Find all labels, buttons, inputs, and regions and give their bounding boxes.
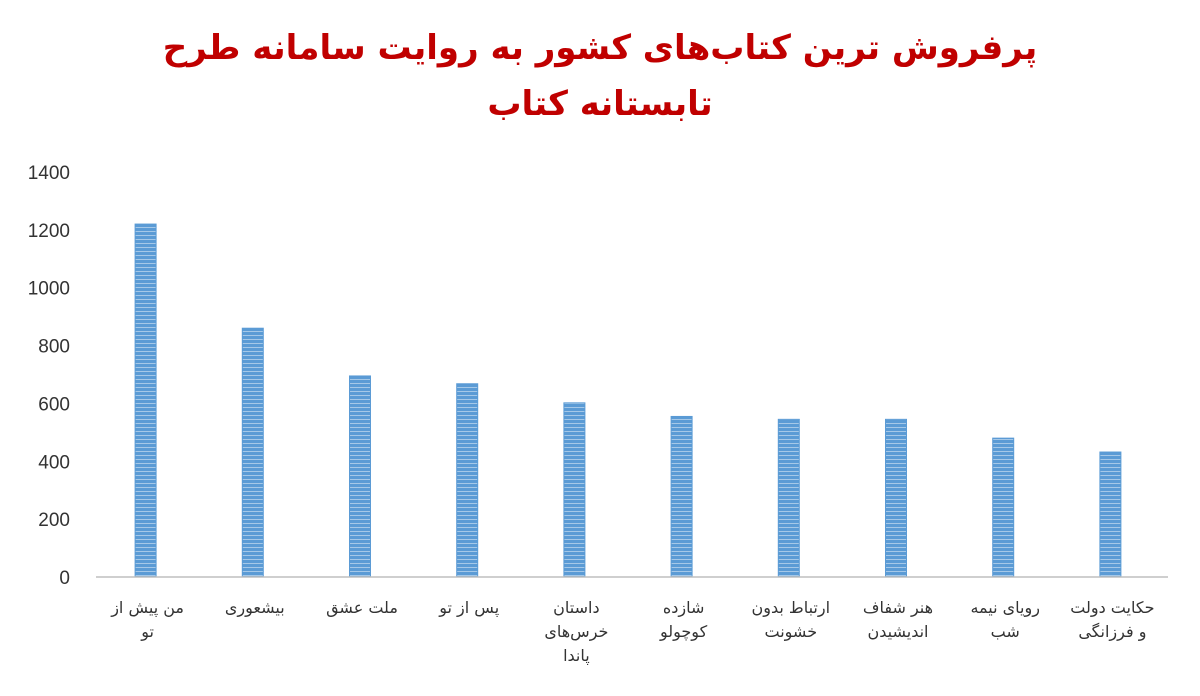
bar <box>992 437 1015 578</box>
x-tick-label: ملت عشق <box>326 598 398 618</box>
bar <box>563 402 586 578</box>
x-tick-label: و فرزانگی <box>1078 622 1146 642</box>
x-tick-label: بیشعوری <box>225 598 285 618</box>
x-tick-label: شب <box>991 622 1020 641</box>
x-tick-label: پاندا <box>563 646 590 666</box>
x-tick-label: پس از تو <box>438 598 499 618</box>
x-tick-label: خشونت <box>765 622 818 642</box>
x-tick-label: داستان <box>553 598 599 617</box>
x-tick-label: شازده <box>663 598 705 618</box>
y-tick-label: 1400 <box>28 163 70 184</box>
x-tick-label: هنر شفاف <box>863 598 933 618</box>
bar <box>456 383 479 578</box>
bar <box>1099 451 1122 578</box>
chart-title-line-2: تابستانه کتاب <box>487 84 713 124</box>
x-tick-label: رویای نیمه <box>970 598 1040 618</box>
bar <box>241 327 264 578</box>
bar <box>885 418 907 578</box>
x-tick-label: من پیش از <box>110 598 184 618</box>
x-tick-label: ارتباط بدون <box>752 598 831 618</box>
y-tick-label: 800 <box>38 337 70 358</box>
chart-title-line-1: پرفروش ترین کتاب‌های کشور به روایت سامان… <box>162 28 1038 68</box>
bar <box>670 415 693 578</box>
bar <box>777 418 800 578</box>
bar <box>134 223 157 578</box>
bar <box>349 375 371 578</box>
y-tick-label: 1200 <box>28 221 70 242</box>
y-tick-label: 600 <box>38 394 70 415</box>
y-tick-label: 200 <box>38 510 70 531</box>
x-tick-label: تو <box>140 622 154 642</box>
x-tick-label: خرس‌های <box>544 622 608 642</box>
x-tick-label: حکایت دولت <box>1070 598 1154 618</box>
y-tick-label: 0 <box>59 568 70 589</box>
y-tick-label: 400 <box>38 452 70 473</box>
x-tick-label: کوچولو <box>659 622 708 642</box>
y-tick-label: 1000 <box>28 279 70 300</box>
x-tick-label: اندیشیدن <box>868 622 929 641</box>
